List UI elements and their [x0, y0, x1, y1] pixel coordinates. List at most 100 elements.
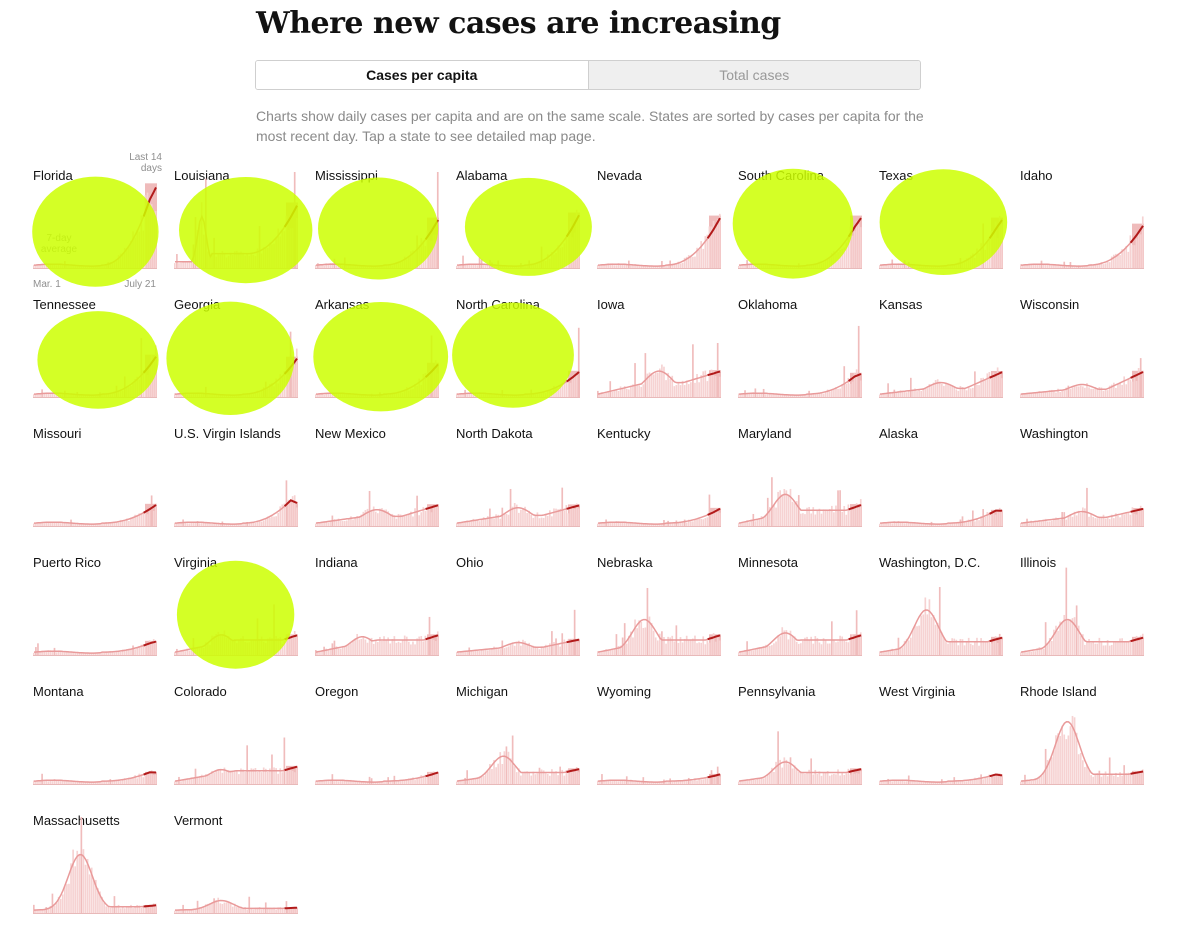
- state-chart-puerto-rico[interactable]: Puerto Rico: [33, 555, 158, 670]
- state-chart-north-carolina[interactable]: North Carolina: [456, 297, 581, 412]
- daily-case-bar: [468, 521, 471, 526]
- state-chart-montana[interactable]: Montana: [33, 684, 158, 799]
- daily-case-bar: [928, 523, 931, 526]
- daily-case-bar: [820, 513, 823, 526]
- daily-case-bar: [1000, 510, 1003, 526]
- state-chart-missouri[interactable]: Missouri: [33, 426, 158, 541]
- daily-case-bar: [1073, 717, 1076, 784]
- state-chart-wisconsin[interactable]: Wisconsin: [1020, 297, 1145, 412]
- daily-case-bar: [295, 635, 298, 655]
- state-chart-u-s-virgin-islands[interactable]: U.S. Virgin Islands: [174, 426, 299, 541]
- daily-case-bar: [955, 265, 958, 268]
- state-chart-oklahoma[interactable]: Oklahoma: [738, 297, 863, 412]
- state-chart-florida[interactable]: Florida: [33, 168, 158, 283]
- state-chart-new-mexico[interactable]: New Mexico: [315, 426, 440, 541]
- daily-case-bar: [839, 635, 841, 655]
- seven-day-average-line: [315, 636, 426, 653]
- daily-case-bar: [920, 266, 922, 268]
- daily-case-bar: [690, 382, 692, 397]
- daily-case-bar: [227, 523, 230, 526]
- state-chart-alabama[interactable]: Alabama: [456, 168, 581, 283]
- state-chart-maryland[interactable]: Maryland: [738, 426, 863, 541]
- state-chart-north-dakota[interactable]: North Dakota: [456, 426, 581, 541]
- daily-case-bar: [1100, 387, 1103, 397]
- state-chart-west-virginia[interactable]: West Virginia: [879, 684, 1004, 799]
- daily-case-bar: [152, 359, 155, 397]
- daily-case-bar: [1106, 390, 1109, 397]
- daily-case-bar: [524, 641, 526, 655]
- daily-case-bar: [1125, 246, 1128, 268]
- daily-case-bar: [771, 767, 773, 784]
- state-chart-pennsylvania[interactable]: Pennsylvania: [738, 684, 863, 799]
- daily-case-bar: [123, 376, 126, 397]
- state-chart-ohio[interactable]: Ohio: [456, 555, 581, 670]
- tab-cases-per-capita[interactable]: Cases per capita: [256, 61, 588, 89]
- state-chart-louisiana[interactable]: Louisiana: [174, 168, 299, 283]
- state-chart-oregon[interactable]: Oregon: [315, 684, 440, 799]
- state-chart-nevada[interactable]: Nevada: [597, 168, 722, 283]
- daily-case-bar: [932, 781, 935, 784]
- daily-case-bar: [542, 517, 545, 526]
- daily-case-bar: [980, 774, 982, 784]
- state-chart-illinois[interactable]: Illinois: [1020, 555, 1145, 670]
- daily-case-bar: [980, 378, 982, 397]
- daily-case-bar: [718, 776, 721, 784]
- daily-case-bar: [750, 779, 753, 784]
- daily-case-bar: [458, 652, 460, 655]
- state-chart-alaska[interactable]: Alaska: [879, 426, 1004, 541]
- state-chart-michigan[interactable]: Michigan: [456, 684, 581, 799]
- daily-case-bar: [740, 522, 742, 526]
- state-chart-kentucky[interactable]: Kentucky: [597, 426, 722, 541]
- state-chart-minnesota[interactable]: Minnesota: [738, 555, 863, 670]
- sparkline-virginia: [174, 604, 298, 656]
- tab-total-cases[interactable]: Total cases: [587, 61, 920, 89]
- daily-case-bar: [1106, 517, 1109, 526]
- daily-case-bar: [681, 380, 684, 397]
- daily-case-bar: [897, 781, 900, 784]
- state-chart-massachusetts[interactable]: Massachusetts: [33, 813, 158, 928]
- daily-case-bar: [837, 769, 839, 784]
- daily-case-bar: [835, 505, 837, 526]
- state-chart-indiana[interactable]: Indiana: [315, 555, 440, 670]
- daily-case-bar: [426, 777, 429, 784]
- state-chart-vermont[interactable]: Vermont: [174, 813, 299, 928]
- sparkline-colorado: [174, 737, 298, 785]
- daily-case-bar: [988, 641, 991, 655]
- state-chart-georgia[interactable]: Georgia: [174, 297, 299, 412]
- state-chart-arkansas[interactable]: Arkansas: [315, 297, 440, 412]
- state-chart-idaho[interactable]: Idaho: [1020, 168, 1145, 283]
- daily-case-bar: [470, 521, 473, 526]
- daily-case-bar: [845, 773, 848, 784]
- daily-case-bar: [178, 263, 180, 268]
- daily-case-bar: [1104, 518, 1107, 526]
- state-chart-south-carolina[interactable]: South Carolina: [738, 168, 863, 283]
- state-chart-rhode-island[interactable]: Rhode Island: [1020, 684, 1145, 799]
- daily-case-bar: [352, 780, 354, 784]
- state-chart-tennessee[interactable]: Tennessee: [33, 297, 158, 412]
- daily-case-bar: [331, 774, 334, 784]
- daily-case-bar: [466, 650, 468, 655]
- daily-case-bar: [1100, 262, 1103, 268]
- state-chart-virginia[interactable]: Virginia: [174, 555, 299, 670]
- daily-case-bar: [990, 375, 993, 397]
- daily-case-bar: [990, 777, 993, 784]
- daily-case-bar: [881, 652, 883, 655]
- state-chart-wyoming[interactable]: Wyoming: [597, 684, 722, 799]
- state-chart-washington[interactable]: Washington: [1020, 426, 1145, 541]
- state-chart-texas[interactable]: Texas: [879, 168, 1004, 283]
- daily-case-bar: [1020, 393, 1022, 397]
- daily-case-bar: [1046, 264, 1049, 268]
- daily-case-bar: [489, 764, 491, 784]
- daily-case-bar: [258, 521, 261, 526]
- daily-case-bar: [491, 518, 493, 526]
- state-chart-mississippi[interactable]: Mississippi: [315, 168, 440, 283]
- state-chart-kansas[interactable]: Kansas: [879, 297, 1004, 412]
- daily-case-bar: [1024, 393, 1026, 397]
- state-chart-washington-d-c[interactable]: Washington, D.C.: [879, 555, 1004, 670]
- daily-case-bar: [341, 645, 344, 655]
- state-chart-nebraska[interactable]: Nebraska: [597, 555, 722, 670]
- daily-case-bar: [814, 636, 817, 655]
- state-chart-colorado[interactable]: Colorado: [174, 684, 299, 799]
- state-chart-iowa[interactable]: Iowa: [597, 297, 722, 412]
